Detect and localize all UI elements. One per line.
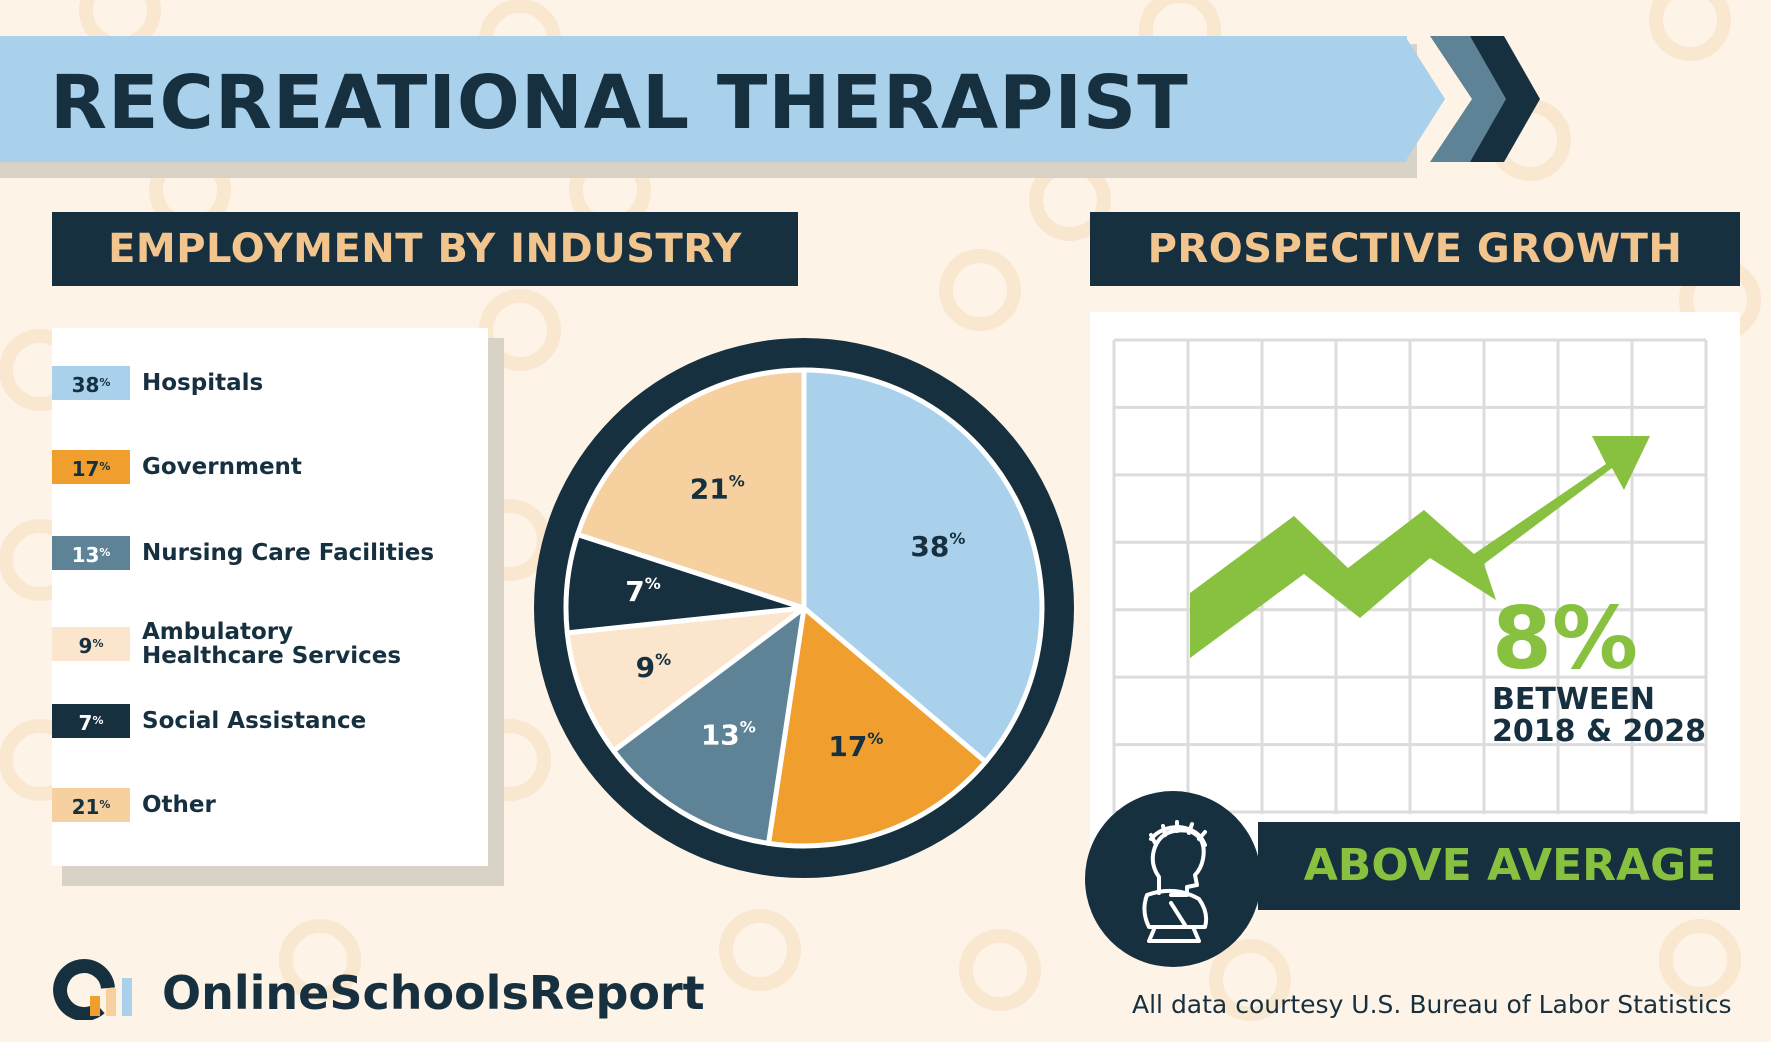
page-title: RECREATIONAL THERAPIST [50, 60, 1189, 146]
rating-badge [1085, 791, 1261, 967]
growth-grid [1112, 338, 1708, 814]
percent-sign: % [92, 637, 104, 650]
legend-label: Other [142, 792, 216, 818]
pie-label: 21% [690, 472, 745, 506]
bust-icon [1142, 820, 1209, 943]
legend-value: 21 [71, 795, 100, 819]
legend-swatch: 38% [52, 366, 130, 400]
pie-slice-ambulatory-healthcare-services [564, 605, 807, 754]
legend-item: 17% Government [52, 450, 442, 484]
legend-item: 9% Ambulatory Healthcare Services [52, 620, 442, 668]
pie-slice-government [766, 605, 989, 849]
brand-logo-icon [53, 959, 132, 1020]
growth-percent: 8% [1492, 589, 1639, 689]
legend-label: Social Assistance [142, 708, 367, 734]
legend-swatch: 9% [52, 627, 130, 661]
brand-name: OnlineSchoolsReport [162, 966, 705, 1020]
source-note: All data courtesy U.S. Bureau of Labor S… [1132, 990, 1732, 1019]
legend-swatch: 7% [52, 704, 130, 738]
legend-item: 38% Hospitals [52, 366, 442, 400]
pie-slice-other [575, 367, 807, 611]
pie-slice-nursing-care-facilities [611, 605, 807, 846]
legend-label: Government [142, 454, 302, 480]
growth-arrow-icon [1190, 436, 1650, 658]
legend-value: 13 [71, 543, 100, 567]
percent-sign: % [99, 376, 111, 389]
percent-sign: % [99, 546, 111, 559]
pie-label: 38% [910, 529, 965, 563]
legend-label: Ambulatory Healthcare Services [142, 619, 402, 669]
legend-value: 7 [78, 711, 93, 735]
employment-header: EMPLOYMENT BY INDUSTRY [52, 212, 798, 286]
legend-value: 38 [71, 373, 100, 397]
legend-label: Hospitals [142, 370, 264, 396]
percent-sign: % [92, 714, 104, 727]
growth-rating: ABOVE AVERAGE [1303, 840, 1717, 891]
legend-label: Nursing Care Facilities [142, 540, 435, 566]
legend-value: 9 [78, 634, 93, 658]
pie-chart: 38%17%13%9%7%21% [534, 338, 1074, 878]
growth-header: PROSPECTIVE GROWTH [1090, 212, 1740, 286]
growth-period: BETWEEN 2018 & 2028 [1492, 682, 1707, 749]
rating-bar [1258, 822, 1740, 910]
legend-item: 21% Other [52, 788, 442, 822]
legend-item: 7% Social Assistance [52, 704, 442, 738]
legend-item: 13% Nursing Care Facilities [52, 536, 442, 570]
percent-sign: % [99, 460, 111, 473]
legend-swatch: 21% [52, 788, 130, 822]
title-banner-tip [1405, 36, 1445, 162]
chevrons-icon [1430, 36, 1540, 162]
pie-slice-hospitals [801, 367, 1045, 765]
percent-sign: % [99, 798, 111, 811]
legend-card [52, 328, 488, 866]
title-banner [0, 36, 1407, 162]
legend-swatch: 17% [52, 450, 130, 484]
legend-swatch: 13% [52, 536, 130, 570]
legend-value: 17 [71, 457, 100, 481]
